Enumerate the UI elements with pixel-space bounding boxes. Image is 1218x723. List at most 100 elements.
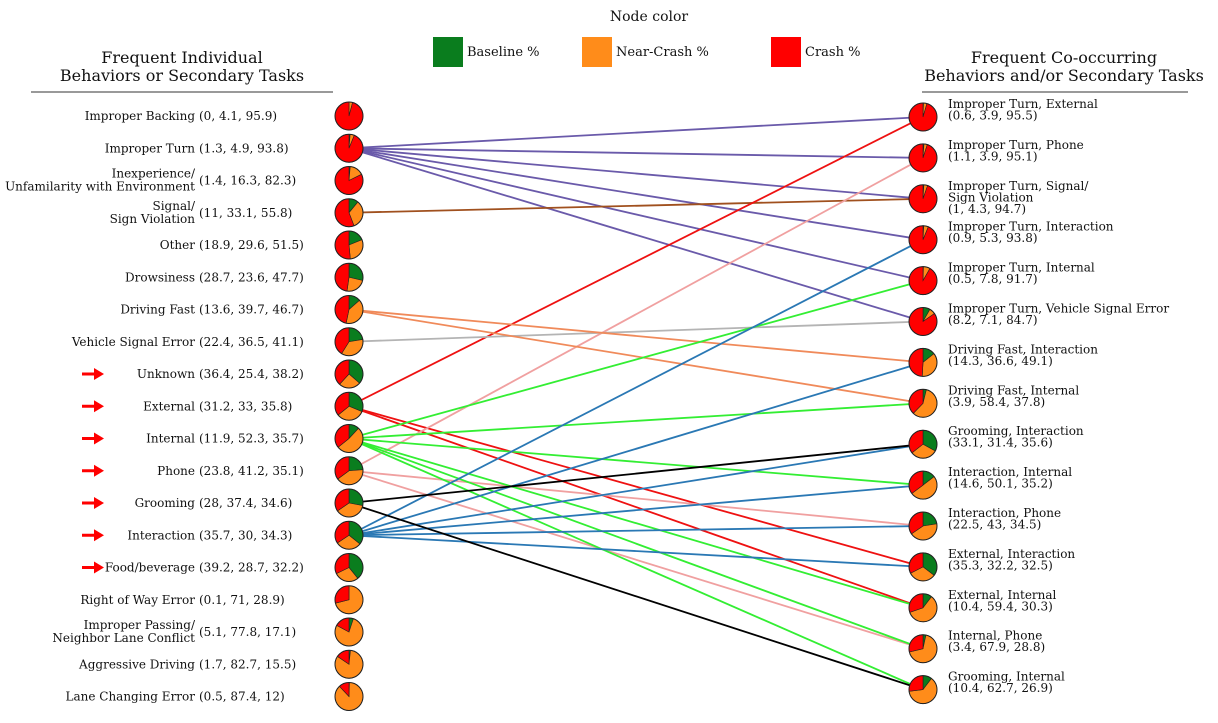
pie-outline <box>908 552 938 582</box>
left-node-values: (39.2, 28.7, 32.2) <box>199 561 304 575</box>
right-node-pie <box>908 470 938 500</box>
edge-L9-R12 <box>348 405 924 609</box>
pie-outline <box>908 266 938 296</box>
right-node-label: (0.5, 7.8, 91.7) <box>948 272 1038 286</box>
right-node-1: Improper Turn, Phone(1.1, 3.9, 95.1) <box>908 138 1084 173</box>
left-node-label: Improper Turn <box>105 141 196 155</box>
left-node-values: (1.4, 16.3, 82.3) <box>199 174 296 188</box>
right-node-label: Driving Fast, Internal <box>948 383 1079 397</box>
right-node-pie <box>908 266 938 296</box>
left-node-values: (11.9, 52.3, 35.7) <box>199 432 304 446</box>
left-node-values: (23.8, 41.2, 35.1) <box>199 464 304 478</box>
left-node-pie <box>334 133 364 163</box>
left-node-values: (5.1, 77.8, 17.1) <box>199 625 296 639</box>
left-node-values: (28, 37.4, 34.6) <box>199 496 292 510</box>
left-node-label: Signal/ <box>152 199 195 213</box>
left-node-values: (36.4, 25.4, 38.2) <box>199 367 304 381</box>
pie-slice-crash <box>334 295 350 324</box>
right-node-label: (14.6, 50.1, 35.2) <box>948 477 1053 491</box>
left-node-5: (28.7, 23.6, 47.7) Drowsiness <box>125 262 364 292</box>
pie-outline <box>908 307 938 336</box>
left-node-pie <box>334 456 364 486</box>
right-node-label: (35.3, 32.2, 32.5) <box>948 558 1053 572</box>
pie-outline <box>334 133 364 163</box>
edge-L12-R14 <box>348 502 924 691</box>
left-node-label: Driving Fast <box>120 303 195 317</box>
right-node-label: (10.4, 62.7, 26.9) <box>948 681 1053 695</box>
red-arrow-icon <box>82 561 104 574</box>
right-node-label: (22.5, 43, 34.5) <box>948 518 1041 532</box>
left-node-pie <box>334 166 364 195</box>
right-node-2: Improper Turn, Signal/Sign Violation(1, … <box>908 179 1089 216</box>
right-node-11: External, Interaction(35.3, 32.2, 32.5) <box>908 547 1075 582</box>
red-arrow-icon <box>82 497 104 509</box>
left-node-values: (1.3, 4.9, 93.8) <box>199 141 289 155</box>
right-node-label: External, Internal <box>948 588 1057 602</box>
left-node-pie <box>334 262 364 292</box>
edge-L10-R7 <box>348 402 924 440</box>
left-node-values: (18.9, 29.6, 51.5) <box>199 238 304 252</box>
pie-outline <box>334 553 364 582</box>
left-node-11: (23.8, 41.2, 35.1) Phone <box>82 456 364 486</box>
left-node-values: (11, 33.1, 55.8) <box>199 206 292 220</box>
right-node-label: Sign Violation <box>948 190 1034 204</box>
left-node-label: Other <box>160 238 195 252</box>
right-node-pie <box>908 307 938 336</box>
left-node-10: (11.9, 52.3, 35.7) Internal <box>82 424 364 453</box>
right-node-label: (3.9, 58.4, 37.8) <box>948 395 1045 409</box>
pie-outline <box>908 593 938 623</box>
pie-outline <box>334 424 364 453</box>
edge-L6-R6 <box>348 308 924 364</box>
right-node-13: Internal, Phone(3.4, 67.9, 28.8) <box>908 629 1045 664</box>
left-node-pie <box>334 101 364 131</box>
left-node-label: Grooming <box>135 496 196 510</box>
left-node-label: Aggressive Driving <box>78 657 195 671</box>
left-node-pie <box>334 359 364 389</box>
left-node-pie <box>334 424 364 453</box>
edge-L3-R2 <box>348 197 924 214</box>
red-arrow-icon <box>82 464 104 477</box>
pie-outline <box>334 198 364 228</box>
left-node-13: (35.7, 30, 34.3) Interaction <box>82 520 364 550</box>
left-node-2: (1.4, 16.3, 82.3)Inexperience/Unfamilari… <box>5 166 364 195</box>
left-node-14: (39.2, 28.7, 32.2) Food/beverage <box>82 553 364 582</box>
edge-L10-R12 <box>348 437 924 609</box>
right-node-label: (1, 4.3, 94.7) <box>948 202 1026 216</box>
pie-outline <box>334 391 364 421</box>
left-node-values: (0.5, 87.4, 12) <box>199 690 285 704</box>
left-node-label: Sign Violation <box>110 212 196 226</box>
red-arrow-icon <box>82 529 104 542</box>
left-node-12: (28, 37.4, 34.6)Grooming <box>82 488 364 518</box>
right-header-line-1: Frequent Co-occurring <box>971 48 1157 67</box>
pie-slice-crash <box>334 262 350 292</box>
edge-L9-R0 <box>348 116 924 408</box>
pie-outline <box>334 585 364 615</box>
left-node-label: Right of Way Error <box>80 593 195 607</box>
right-node-label: Interaction, Internal <box>948 465 1072 479</box>
left-node-label: Phone <box>157 464 195 478</box>
right-nodes: Improper Turn, External(0.6, 3.9, 95.5)I… <box>908 97 1169 705</box>
right-node-label: (0.9, 5.3, 93.8) <box>948 231 1038 245</box>
left-node-pie <box>334 327 364 357</box>
left-node-1: (1.3, 4.9, 93.8)Improper Turn <box>105 133 364 163</box>
left-node-label: Inexperience/ <box>112 167 196 181</box>
edge-L11-R1 <box>348 157 924 472</box>
right-node-12: External, Internal(10.4, 59.4, 30.3) <box>908 588 1057 623</box>
legend-swatch-baseline <box>433 37 463 67</box>
pie-outline <box>908 347 938 377</box>
pie-outline <box>334 166 364 195</box>
edge-L1-R1 <box>348 147 924 159</box>
right-node-label: Improper Turn, Phone <box>948 138 1084 152</box>
right-node-9: Interaction, Internal(14.6, 50.1, 35.2) <box>908 465 1072 500</box>
pie-outline <box>908 429 938 459</box>
edge-L1-R0 <box>348 116 924 150</box>
left-node-values: (1.7, 82.7, 15.5) <box>199 657 296 671</box>
left-node-8: (36.4, 25.4, 38.2) Unknown <box>82 359 364 389</box>
right-node-pie <box>908 429 938 459</box>
right-node-label: (8.2, 7.1, 84.7) <box>948 313 1038 327</box>
left-node-label: Unfamilarity with Environment <box>5 180 195 194</box>
pie-outline <box>334 649 364 679</box>
left-node-pie <box>334 520 364 550</box>
pie-outline <box>334 230 364 260</box>
left-node-pie <box>334 553 364 582</box>
